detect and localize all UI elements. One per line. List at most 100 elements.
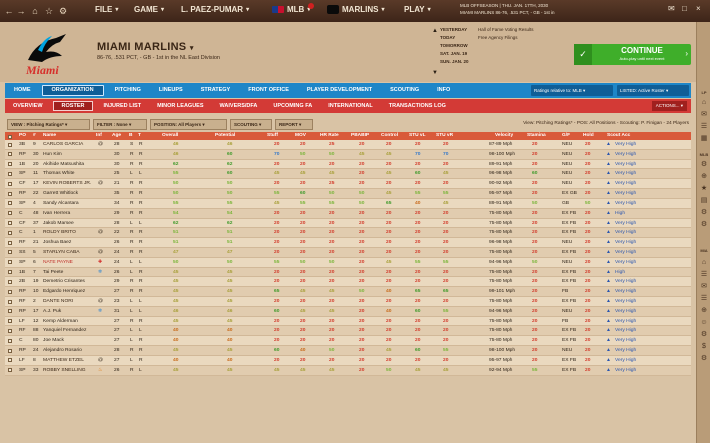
list-icon[interactable]: ☰ [700,271,708,278]
row-checkbox[interactable] [8,209,12,220]
player-name-link[interactable]: Yanquiel Fernandez [43,328,87,334]
table-row[interactable]: C 48 Ivan Herrera 29 R R 54 54 20 20 20 20 20 20 20 75-… [5,208,691,220]
player-name-link[interactable]: Akihide Matsushita [43,161,85,167]
row-checkbox[interactable] [8,248,12,259]
schedule-item[interactable]: YESTERDAY Hall of Fame Voting Results [440,27,534,32]
header-control[interactable]: Control [381,133,399,138]
player-name-link[interactable]: KEVIN ROBERTS JR. [43,181,92,187]
menu-file[interactable]: FILE ▾ [95,5,119,14]
home-icon[interactable]: ⌂ [32,6,38,16]
home-icon[interactable]: ⌂ [701,99,707,106]
header-mov[interactable]: MOV [295,133,306,138]
close-icon[interactable]: × [696,4,701,13]
table-row[interactable]: CF 17 KEVIN ROBERTS JR. @21 R R 50 50 20 20 25 20 20… [5,179,691,190]
plus-icon[interactable]: ⊕ [701,173,707,180]
row-checkbox[interactable] [8,228,12,239]
table-row[interactable]: C 80 Joe Mack 27 L R 40 40 20 20 20 20 20 20 20 75-80 M… [5,336,691,347]
player-name-link[interactable]: A.J. Puk [43,308,62,314]
player-name-link[interactable]: CARLOS GARCIA [43,142,84,147]
table-row[interactable]: SP 33 ROBBY SNELLING ♨ 26 R L 45 45 45 45 45 20 50 45 4… [5,365,691,376]
tab-organization[interactable]: ORGANIZATION [41,85,104,96]
header-age[interactable]: Age [112,133,122,138]
tab-waivers-dfa[interactable]: WAIVERS/DFA [219,103,258,109]
header-overall[interactable]: Overall [162,133,179,138]
player-name-link[interactable]: MATTHEW ETZEL [43,357,84,363]
table-row[interactable]: SP 6 NATE PAYNE ✚ 24 L L 50 50 55 50 50 20 45 55 55 94-9… [5,257,691,269]
row-checkbox[interactable] [8,297,12,308]
table-row[interactable]: C 1 ROLDY BRITO @22 R R 51 51 20 20 20 20 20 20 20 75-8… [5,228,691,239]
player-name-link[interactable]: Alejandro Rosario [43,348,82,354]
gear-icon[interactable]: ⚙ [700,331,708,338]
table-row[interactable]: RP 17 A.J. Puk ❄ 31 L L 46 46 60 45 45 20 40 60 55 94-96… [5,306,691,318]
menu-play[interactable]: PLAY ▾ [404,5,431,14]
header-select-all[interactable] [8,132,12,143]
table-row[interactable]: SP 4 Sandy Alcantara 34 R R 55 55 45 55 55 50 65 40 45… [5,198,691,210]
header-inf[interactable]: Inf [96,133,102,138]
table-row[interactable]: RF 88 Yanquiel Fernandez 27 L L 40 40 20 20 20 20 20… [5,326,691,337]
row-checkbox[interactable] [8,307,12,318]
table-row[interactable]: 1B 7 Tai Peete ❄ 26 L R 45 45 20 20 20 20 20 20 20 75-80… [5,267,691,279]
table-row[interactable]: CF 37 Jakob Marsee 28 L L 62 62 20 20 20 20 20 20 20 75… [5,218,691,230]
row-checkbox[interactable] [8,317,12,328]
back-arrow-icon[interactable]: ← [4,6,14,16]
plus-icon[interactable]: ⊕ [701,307,707,314]
report-select[interactable]: REPORT ▾ [275,119,313,130]
header-stamina[interactable]: Stamina [527,133,546,138]
mail-icon[interactable]: ✉ [701,283,707,290]
table-row[interactable]: LF 12 Kemp Alderman 27 R R 45 45 20 20 20 20 20 20 20 7… [5,316,691,328]
tab-pitching[interactable]: PITCHING [114,87,141,93]
row-checkbox[interactable] [8,268,12,279]
actions-menu[interactable]: ACTIONS... ▾ [651,101,687,111]
row-checkbox[interactable] [8,199,12,210]
gear-icon[interactable]: ⚙ [700,355,708,362]
player-name-link[interactable]: Edgardo Henriquez [43,289,86,295]
menu-game[interactable]: GAME ▾ [134,5,165,14]
player-name-link[interactable]: Hun Kim [43,151,62,157]
table-row[interactable]: RF 2 DANTE NORI @23 L L 45 45 20 20 20 20 20 20 20 75-8… [5,297,691,307]
tab-international[interactable]: INTERNATIONAL [328,103,373,109]
table-row[interactable]: RP 22 Garrett Whitlock 35 R R 50 50 55 60 50 50 45 55… [5,189,691,199]
view-select[interactable]: VIEW : Pitching Ratings* ▾ [7,119,90,130]
row-checkbox[interactable] [8,238,12,249]
player-name-link[interactable]: STARLYN CABA [43,249,80,255]
tab-injured-list[interactable]: INJURED LIST [103,103,142,109]
tab-minor-leagues[interactable]: MINOR LEAGUES [157,103,204,109]
header-velocity[interactable]: Velocity [495,133,514,138]
player-name-link[interactable]: Joshua Baez [43,240,72,246]
mail-icon[interactable]: ✉ [701,111,707,118]
header-potential[interactable]: Potential [215,133,236,138]
tab-info[interactable]: INFO [437,87,451,93]
ratings-relative-select[interactable]: Ratings relative to: MLB ▾ [531,85,613,96]
player-name-link[interactable]: NATE PAYNE [43,259,73,265]
gear-icon[interactable]: ⚙ [700,161,708,168]
row-checkbox[interactable] [8,219,12,230]
row-checkbox[interactable] [8,356,12,367]
player-name-link[interactable]: DANTE NORI [43,299,74,304]
window-icon[interactable]: □ [682,4,687,13]
player-name-link[interactable]: Sandy Alcantara [43,200,79,206]
header-num[interactable]: # [33,133,36,138]
player-name-link[interactable]: Demetrio Crisantes [43,279,85,285]
gear-icon[interactable]: ⚙ [700,221,708,228]
row-checkbox[interactable] [8,258,12,269]
header-b[interactable]: B [129,133,133,138]
users-icon[interactable]: ☺ [700,319,708,326]
chart-icon[interactable]: ▤ [700,197,708,204]
row-checkbox[interactable] [8,179,12,190]
header-stu-vl[interactable]: STU vL [409,133,426,138]
player-name-link[interactable]: ROBBY SNELLING [43,367,86,373]
arrow-down-icon[interactable]: ▼ [432,70,438,76]
tab-overview[interactable]: OVERVIEW [13,103,43,109]
table-row[interactable]: SP 11 Thomas White 25 L L 55 60 45 45 45 20 45 60 45 96… [5,169,691,180]
position-select[interactable]: POSITION: All Players ▾ [150,119,227,130]
tab-transactions-log[interactable]: TRANSACTIONS LOG [388,103,446,109]
star-icon[interactable]: ☆ [44,5,54,16]
player-name-link[interactable]: Kemp Alderman [43,318,78,324]
table-row[interactable]: 3B 9 CARLOS GARCIA @28 S R 46 46 20 20 25 20 20 20 20 8… [5,140,691,150]
continue-button[interactable]: ✓ CONTINUE Auto-play until next event › [574,44,691,65]
header-t[interactable]: T [138,133,141,138]
header-stuff[interactable]: Stuff [267,133,278,138]
tab-strategy[interactable]: STRATEGY [200,87,231,93]
row-checkbox[interactable] [8,326,12,337]
header-name[interactable]: Name [43,133,57,138]
